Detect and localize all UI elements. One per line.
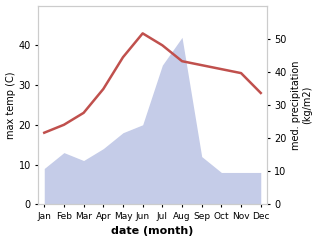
- Y-axis label: max temp (C): max temp (C): [5, 71, 16, 139]
- Y-axis label: med. precipitation
(kg/m2): med. precipitation (kg/m2): [291, 60, 313, 150]
- X-axis label: date (month): date (month): [111, 227, 194, 236]
